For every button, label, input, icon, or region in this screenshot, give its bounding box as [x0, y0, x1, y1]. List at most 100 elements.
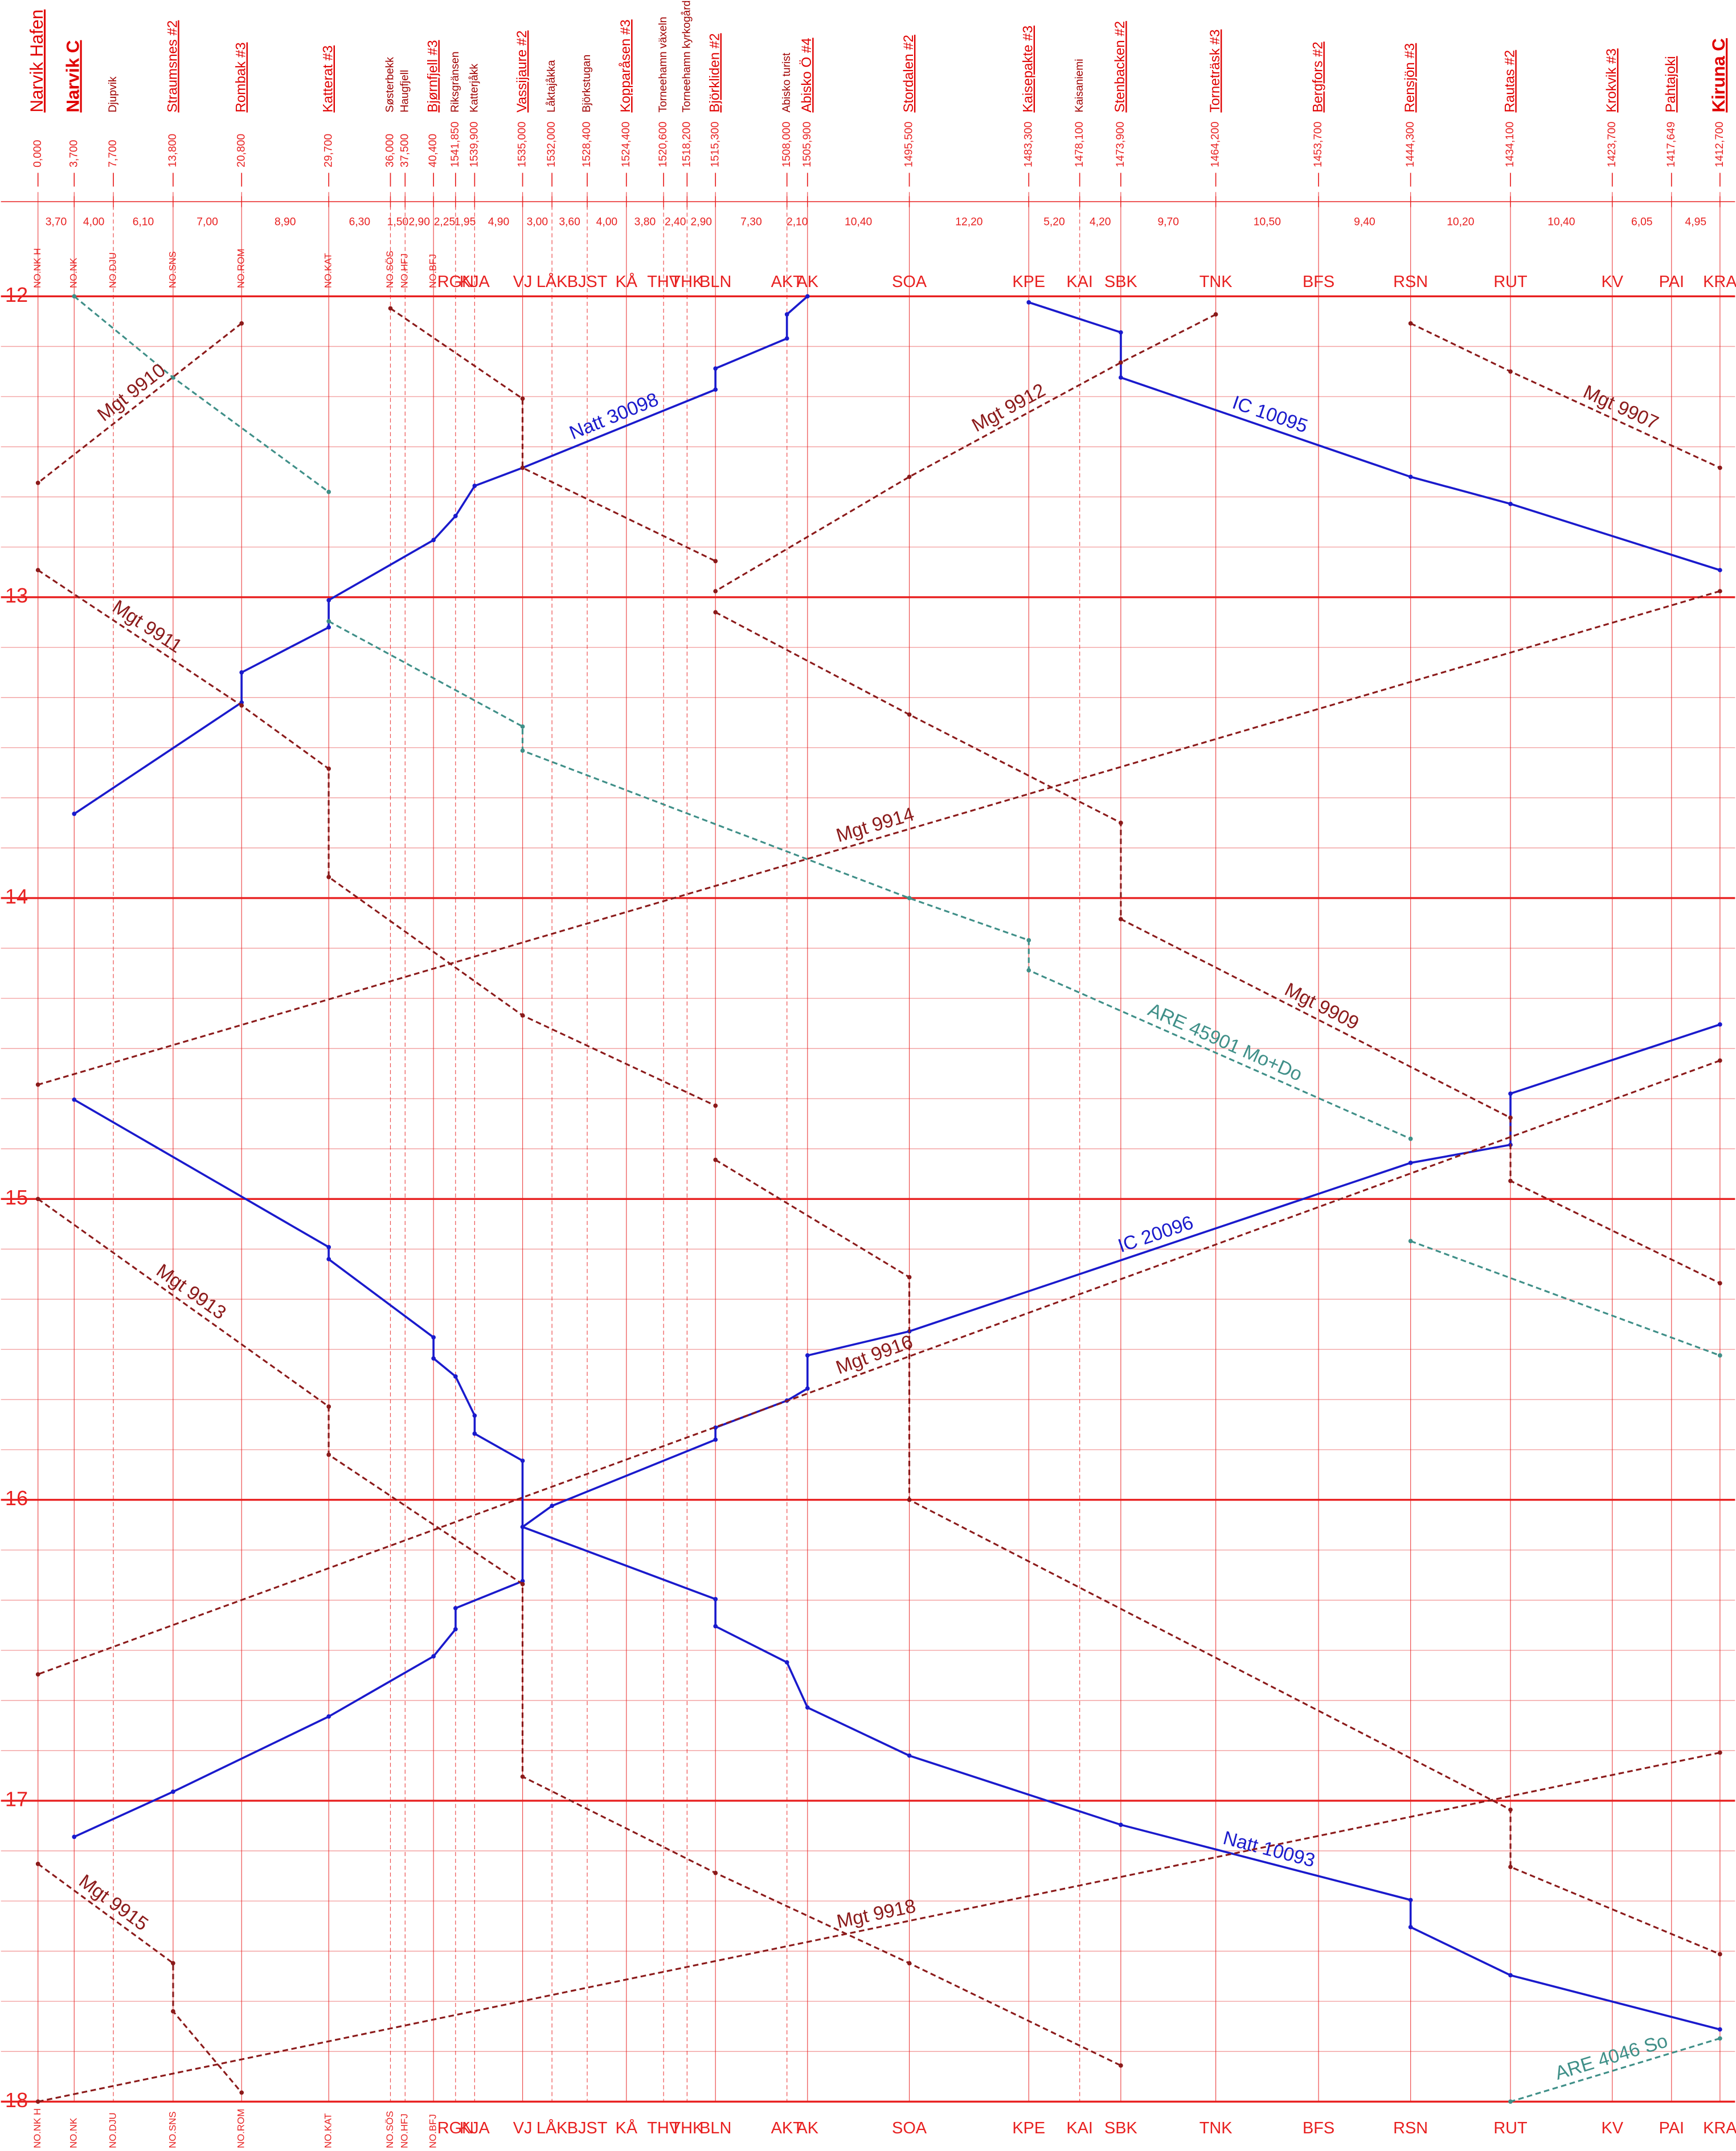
station-name: Kopparåsen #3: [618, 19, 633, 112]
station-code-bottom: AK: [797, 2119, 819, 2137]
segment-distance: 12,20: [955, 216, 982, 228]
train-stop: [907, 1275, 912, 1280]
train-stop: [520, 1525, 525, 1530]
train-stop: [550, 1503, 554, 1509]
train-stop: [520, 1013, 525, 1018]
train-stop: [453, 1605, 458, 1611]
train-stop: [171, 1789, 175, 1794]
train-stop: [1119, 917, 1123, 921]
station-code-bottom: NO.ROM: [236, 2109, 247, 2148]
station-code-bottom: SBK: [1104, 2119, 1137, 2137]
station-name: Djupvik: [107, 76, 119, 113]
train-stop: [1718, 1952, 1722, 1957]
station-km: 3,700: [68, 140, 80, 167]
station-code-bottom: BLN: [699, 2119, 731, 2137]
train-stop: [1508, 1115, 1513, 1120]
train-stop: [1718, 465, 1722, 470]
train-stop: [805, 1353, 810, 1358]
train-stop: [1408, 1136, 1413, 1141]
station-km: 1473,900: [1115, 122, 1127, 167]
train-stop: [713, 1624, 718, 1629]
station-km: 1541,850: [449, 122, 461, 167]
station-code-bottom: PAI: [1659, 2119, 1684, 2137]
train-stop: [805, 1705, 810, 1710]
station-km: 1444,300: [1405, 122, 1416, 167]
station-code-top: RSN: [1393, 273, 1428, 291]
station-name: Vassijaure #2: [514, 30, 530, 112]
train-stop: [326, 619, 331, 624]
station-km: 1535,000: [517, 122, 529, 167]
train-stop: [907, 1961, 912, 1966]
train-stop: [239, 700, 244, 705]
train-stop: [1026, 300, 1031, 305]
station-km: 1532,000: [546, 122, 558, 167]
segment-distance: 2,10: [787, 216, 808, 228]
station-km: 20,800: [235, 134, 247, 167]
train-name: ARE 4046 So: [1553, 2030, 1671, 2084]
train-stop: [520, 748, 525, 753]
station-km: 1483,300: [1022, 122, 1034, 167]
train-stop: [35, 2099, 40, 2104]
train-stop: [388, 306, 393, 311]
hour-label: 17: [5, 1787, 28, 1810]
station-name: Låktajåkka: [546, 60, 558, 112]
train-stop: [326, 1452, 331, 1457]
train-stop: [1508, 1973, 1513, 1978]
train-stop: [326, 625, 331, 630]
station-km: 1417,649: [1665, 122, 1677, 167]
segment-distance: 4,95: [1685, 216, 1706, 228]
station-km: 7,700: [107, 140, 119, 167]
station-code-bottom: NO.DJU: [107, 2112, 118, 2148]
train-path: [715, 611, 1721, 1284]
station-name: Kaisaniemi: [1074, 59, 1086, 112]
station-name: Narvik C: [63, 40, 83, 113]
station-name: Björkliden #2: [707, 33, 723, 112]
station-km: 0,000: [32, 140, 44, 167]
segment-distance: 7,00: [196, 216, 218, 228]
train-stop: [805, 294, 810, 299]
train-stop: [326, 598, 331, 603]
train-stop: [520, 724, 525, 729]
train-stop: [520, 465, 525, 470]
train-path: [1410, 322, 1721, 469]
train-name: Mgt 9912: [968, 379, 1049, 436]
train-stop: [239, 321, 244, 326]
station-code-bottom: RUT: [1493, 2119, 1527, 2137]
segment-distance: 4,90: [488, 216, 509, 228]
train-path: [38, 590, 1721, 1086]
station-code-top: KRA: [1703, 273, 1736, 291]
station-code-bottom: KJA: [460, 2119, 490, 2137]
train-stop: [326, 875, 331, 879]
train-stop: [1508, 1178, 1513, 1183]
station-name: Katterat #3: [321, 46, 336, 113]
train-stop: [1718, 2036, 1722, 2041]
train-stop: [239, 703, 244, 708]
station-name: Kaisepakte #3: [1021, 26, 1036, 113]
train-path: [38, 1751, 1721, 2103]
station-code-bottom: NO.KAT: [323, 2113, 334, 2149]
hour-label: 12: [5, 283, 28, 306]
train-stop: [171, 375, 175, 380]
train-stop: [72, 294, 77, 299]
train-stop: [784, 1660, 789, 1665]
train-stop: [520, 1774, 525, 1779]
train-path: [37, 1863, 243, 2093]
station-code-bottom: RGN: [437, 2119, 474, 2137]
station-code-top: BJST: [567, 273, 608, 291]
station-name: Bergfors #2: [1310, 42, 1325, 112]
station-code-bottom: NO.BFJ: [428, 2114, 439, 2148]
train-stop: [1718, 1750, 1722, 1755]
station-km: 1524,400: [620, 122, 632, 167]
segment-distance: 3,60: [559, 216, 580, 228]
train-stop: [713, 610, 718, 614]
train-stop: [72, 1097, 77, 1102]
station-km: 1464,200: [1210, 122, 1222, 167]
train-stop: [907, 712, 912, 717]
station-code-top: RGN: [437, 273, 474, 291]
train-name: Mgt 9916: [833, 1331, 916, 1379]
train-stop: [713, 387, 718, 392]
train-path: [37, 1198, 1121, 2067]
hour-label: 14: [5, 885, 28, 908]
station-code-bottom: RSN: [1393, 2119, 1428, 2137]
station-code-top: TNK: [1199, 273, 1233, 291]
